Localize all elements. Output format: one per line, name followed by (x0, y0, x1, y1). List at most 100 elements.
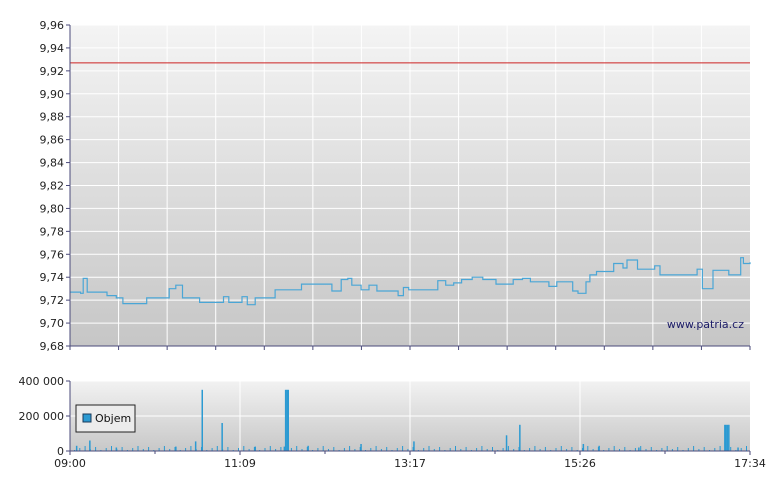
volume-bar-small (227, 447, 229, 451)
volume-bar-small (693, 446, 695, 451)
price-y-tick-label: 9,68 (40, 340, 65, 353)
price-y-tick-label: 9,86 (40, 134, 65, 147)
volume-bar-small (539, 449, 541, 451)
volume-bar-small (163, 446, 165, 451)
volume-bar-small (190, 446, 192, 451)
volume-bar-small (566, 449, 568, 451)
volume-bar-small (608, 448, 610, 451)
price-y-tick-label: 9,74 (40, 271, 65, 284)
volume-x-tick-label: 09:00 (54, 457, 86, 470)
volume-bar-small (238, 448, 239, 451)
volume-bar-small (132, 448, 134, 451)
legend-box (75, 404, 136, 433)
volume-bar-small (661, 448, 663, 451)
volume-bar-small (507, 446, 509, 451)
volume-bar-small (216, 446, 218, 451)
volume-bar-small (724, 449, 726, 451)
volume-y-tick-label: 400 000 (19, 375, 65, 388)
volume-bar (284, 389, 287, 452)
volume-bar-small (666, 446, 668, 451)
price-x-tick-marks (69, 346, 751, 350)
volume-bar-small (264, 448, 266, 451)
volume-bar-small (121, 447, 123, 451)
volume-x-tick-label: 15:26 (564, 457, 596, 470)
volume-bar-small (582, 448, 583, 451)
volume-bar-small (455, 446, 456, 451)
volume-bar-small (269, 446, 271, 451)
volume-bar-small (158, 448, 160, 451)
price-y-tick-label: 9,90 (40, 88, 65, 101)
volume-bar (175, 446, 177, 451)
volume-y-ticks: 400 000 200 000 0 (19, 375, 70, 458)
volume-bar-small (137, 446, 139, 451)
volume-bar (287, 389, 289, 452)
volume-bar-small (253, 447, 255, 451)
volume-bar (75, 445, 78, 452)
watermark: www.patria.cz (667, 318, 744, 331)
volume-bar-small (476, 448, 478, 451)
volume-bar-small (328, 449, 329, 451)
volume-bar-small (142, 449, 144, 451)
volume-x-tick-label: 17:34 (734, 457, 766, 470)
volume-bar-small (640, 446, 642, 451)
volume-grid (70, 380, 750, 451)
volume-bar-small (359, 447, 361, 451)
volume-bar-small (290, 448, 292, 451)
volume-x-ticks: 09:00 11:09 13:17 15:26 17:34 (54, 451, 766, 470)
price-y-tick-label: 9,70 (40, 317, 65, 330)
volume-bar-small (671, 449, 673, 451)
volume-bar-small (349, 446, 351, 451)
volume-bar-small (116, 449, 118, 451)
volume-bar-small (412, 447, 414, 451)
volume-bar-small (587, 446, 589, 451)
volume-bar-small (714, 448, 716, 451)
price-y-tick-label: 9,76 (40, 248, 65, 261)
volume-bar-small (84, 446, 86, 451)
volume-bar (582, 444, 585, 451)
volume-bar-small (571, 447, 573, 451)
volume-bar-small (555, 448, 557, 451)
volume-legend: Objem (75, 404, 136, 433)
price-panel: 9,68 9,70 9,72 9,74 9,76 9,78 9,80 9,82 9,84 9,86… (40, 19, 751, 353)
volume-bar (725, 424, 727, 452)
volume-bar-small (89, 449, 91, 451)
volume-bar (728, 424, 730, 452)
volume-bar-small (518, 447, 520, 451)
volume-bar-small (619, 449, 620, 451)
price-y-ticks: 9,68 9,70 9,72 9,74 9,76 9,78 9,80 9,82 9,84 9,86… (40, 19, 70, 353)
volume-bar-small (370, 448, 372, 451)
price-line (70, 257, 751, 306)
volume-bar-small (306, 447, 308, 451)
volume-bar (724, 424, 726, 452)
volume-bar-small (343, 448, 345, 451)
volume-bar-small (703, 447, 705, 451)
volume-y-tick-label: 0 (57, 445, 64, 458)
volume-bar (221, 423, 223, 451)
price-y-tick-label: 9,96 (40, 19, 65, 32)
legend-label: Objem (95, 412, 131, 425)
volume-bar-small (423, 448, 425, 451)
volume-bar-small (433, 449, 435, 451)
volume-bar (737, 447, 739, 451)
volume-bar (726, 424, 729, 452)
volume-bar-small (201, 447, 202, 451)
volume-bar-small (222, 449, 224, 451)
volume-bar-small (211, 448, 213, 451)
volume-bar-small (687, 448, 689, 451)
volume-bar-small (402, 446, 404, 451)
price-y-tick-label: 9,82 (40, 180, 65, 193)
volume-bar (286, 389, 288, 452)
volume-bar-small (698, 449, 700, 451)
volume-bar-small (169, 449, 171, 451)
price-y-tick-label: 9,88 (40, 111, 65, 124)
volume-bar-small (634, 448, 636, 451)
volume-bar (505, 435, 508, 452)
volume-bar-small (645, 449, 647, 451)
volume-bar-small (465, 447, 467, 451)
volume-bar-small (248, 449, 250, 451)
volume-x-tick-label: 11:09 (224, 457, 256, 470)
price-y-tick-label: 9,80 (40, 202, 65, 215)
price-y-tick-label: 9,84 (40, 157, 65, 170)
volume-bar-small (148, 447, 150, 451)
